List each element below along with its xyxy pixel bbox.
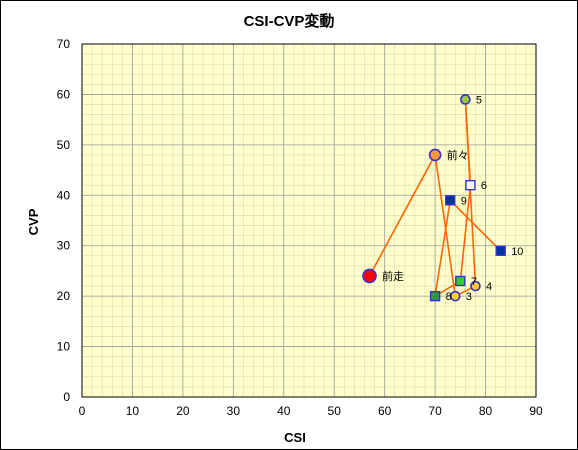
y-axis-title: CVP: [26, 208, 41, 235]
data-point-label: 3: [466, 291, 472, 303]
x-tick-label: 90: [529, 404, 543, 418]
x-tick-label: 80: [479, 404, 493, 418]
x-tick-label: 70: [428, 404, 442, 418]
plot-area: [82, 44, 536, 397]
data-point-label: 前走: [382, 269, 404, 283]
grid: [81, 43, 537, 398]
data-point: [455, 275, 466, 287]
chart-title: CSI-CVP変動: [244, 12, 335, 30]
data-point-label: 5: [476, 94, 482, 106]
data-point-label: 10: [511, 246, 523, 258]
y-axis-ticks: 0 10 20 30 40 50 60 70: [57, 37, 71, 404]
data-point-label: 前々: [447, 148, 469, 162]
y-tick-label: 0: [63, 390, 70, 404]
data-point: [495, 245, 506, 256]
plot-border: [81, 43, 537, 398]
path-segment: [368, 154, 436, 277]
data-path: [368, 99, 502, 297]
path-segment: [464, 99, 472, 186]
x-axis-title: CSI: [284, 430, 306, 445]
data-point-label: 8: [446, 291, 452, 303]
data-point: [465, 179, 476, 191]
data-point: [429, 290, 441, 302]
path-segment: [434, 200, 452, 297]
y-tick-label: 50: [57, 138, 71, 152]
data-point: [428, 148, 442, 162]
x-tick-label: 60: [378, 404, 392, 418]
path-segment: [449, 199, 502, 252]
y-tick-label: 20: [57, 289, 71, 303]
data-point-label: 6: [481, 180, 487, 192]
x-tick-label: 0: [79, 404, 86, 418]
y-tick-label: 10: [57, 340, 71, 354]
data-labels: 前走 前々 3 4 5 6 7 8 9 10: [382, 94, 523, 303]
data-markers: [362, 94, 506, 302]
x-tick-label: 50: [328, 404, 342, 418]
data-point-label: 9: [461, 195, 467, 207]
x-tick-label: 30: [227, 404, 241, 418]
data-point: [362, 268, 377, 284]
data-point: [445, 195, 456, 206]
data-point: [449, 290, 461, 302]
x-tick-label: 20: [176, 404, 190, 418]
path-segment: [434, 154, 457, 297]
x-tick-label: 10: [126, 404, 140, 418]
y-tick-label: 70: [57, 37, 71, 51]
data-point-label: 7: [471, 276, 477, 288]
path-segment: [459, 185, 472, 282]
data-point-label: 4: [486, 281, 492, 293]
y-tick-label: 40: [57, 188, 71, 202]
data-point: [470, 280, 481, 292]
y-tick-label: 60: [57, 87, 71, 101]
data-point: [460, 94, 471, 105]
y-tick-label: 30: [57, 239, 71, 253]
x-axis-ticks: 0 10 20 30 40 50 60 70 80 90: [79, 404, 543, 418]
x-tick-label: 40: [277, 404, 291, 418]
